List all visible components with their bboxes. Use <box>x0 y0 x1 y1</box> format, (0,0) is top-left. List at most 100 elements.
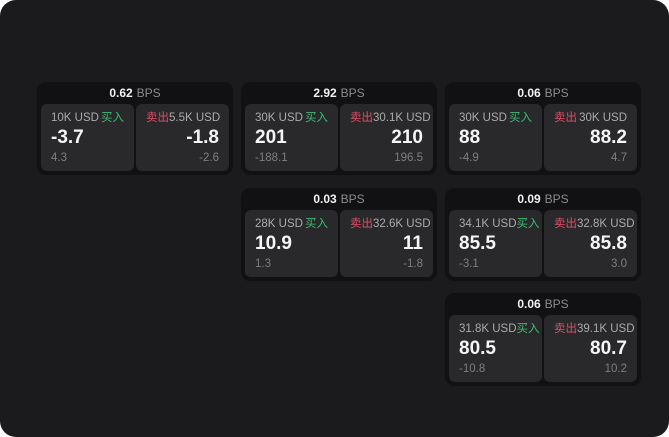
sell-panel-header: 卖出 32.6K USD <box>350 217 431 231</box>
buy-panel-header: 30K USD 买入 <box>255 111 328 125</box>
buy-notional-label: 28K USD <box>255 218 303 230</box>
buy-price-value: -3.7 <box>51 127 84 148</box>
quote-panels: 34.1K USD 买入 85.5 -3.1 卖出 32.8K USD 85.8… <box>445 210 641 281</box>
quote-card: 0.06 BPS 31.8K USD 买入 80.5 -10.8 卖出 39.1… <box>445 293 641 386</box>
bps-value: 0.62 <box>109 86 133 100</box>
buy-badge: 买入 <box>305 112 328 124</box>
buy-price-value: 85.5 <box>459 233 496 254</box>
buy-badge: 买入 <box>509 112 532 124</box>
card-header: 0.06 BPS <box>445 293 641 315</box>
buy-badge: 买入 <box>516 218 540 230</box>
buy-badge: 买入 <box>516 323 540 335</box>
bps-value: 0.06 <box>517 86 541 100</box>
quote-panels: 30K USD 买入 201 -188.1 卖出 30.1K USD 210 1… <box>241 104 437 175</box>
buy-panel[interactable]: 30K USD 买入 88 -4.9 <box>449 104 542 171</box>
buy-panel-header: 30K USD 买入 <box>459 111 532 125</box>
bps-unit-label: BPS <box>544 297 569 311</box>
bps-unit-label: BPS <box>340 192 365 206</box>
buy-notional-label: 30K USD <box>459 112 507 124</box>
sell-change-value: 4.7 <box>611 152 627 164</box>
sell-notional-label: 32.6K USD <box>373 218 431 230</box>
bps-value: 2.92 <box>313 86 337 100</box>
buy-panel-header: 31.8K USD 买入 <box>459 322 540 336</box>
sell-price-value: 11 <box>402 233 423 254</box>
buy-price-value: 88 <box>459 127 481 148</box>
card-header: 2.92 BPS <box>241 82 437 104</box>
buy-change-value: -3.1 <box>459 258 479 270</box>
sell-notional-label: 39.1K USD <box>577 323 635 335</box>
quote-card: 0.09 BPS 34.1K USD 买入 85.5 -3.1 卖出 32.8K… <box>445 188 641 281</box>
buy-notional-label: 31.8K USD <box>459 323 517 335</box>
buy-notional-label: 30K USD <box>255 112 303 124</box>
buy-price-value: 10.9 <box>255 233 292 254</box>
quote-card: 2.92 BPS 30K USD 买入 201 -188.1 卖出 30.1K … <box>241 82 437 175</box>
sell-panel[interactable]: 卖出 32.6K USD 11 -1.8 <box>340 210 433 277</box>
sell-badge: 卖出 <box>554 218 577 230</box>
buy-change-value: -4.9 <box>459 152 479 164</box>
card-header: 0.09 BPS <box>445 188 641 210</box>
sell-panel-header: 卖出 5.5K USD <box>146 111 221 125</box>
buy-notional-label: 10K USD <box>51 112 99 124</box>
bps-value: 0.06 <box>517 297 541 311</box>
sell-panel-header: 卖出 32.8K USD <box>554 217 635 231</box>
card-header: 0.06 BPS <box>445 82 641 104</box>
buy-panel[interactable]: 34.1K USD 买入 85.5 -3.1 <box>449 210 542 277</box>
buy-panel-header: 34.1K USD 买入 <box>459 217 540 231</box>
sell-notional-label: 32.8K USD <box>577 218 635 230</box>
quote-panels: 28K USD 买入 10.9 1.3 卖出 32.6K USD 11 -1.8 <box>241 210 437 281</box>
sell-price-value: 210 <box>391 127 423 148</box>
sell-badge: 卖出 <box>554 112 577 124</box>
buy-panel[interactable]: 10K USD 买入 -3.7 4.3 <box>41 104 134 171</box>
bps-unit-label: BPS <box>340 86 365 100</box>
buy-panel[interactable]: 30K USD 买入 201 -188.1 <box>245 104 338 171</box>
buy-change-value: 1.3 <box>255 258 271 270</box>
sell-price-value: 80.7 <box>590 338 627 359</box>
buy-badge: 买入 <box>101 112 124 124</box>
sell-price-value: 88.2 <box>590 127 627 148</box>
sell-badge: 卖出 <box>554 323 577 335</box>
bps-value: 0.09 <box>517 192 541 206</box>
sell-change-value: -1.8 <box>403 258 423 270</box>
sell-panel-header: 卖出 39.1K USD <box>554 322 635 336</box>
sell-panel[interactable]: 卖出 32.8K USD 85.8 3.0 <box>544 210 637 277</box>
sell-badge: 卖出 <box>146 112 169 124</box>
bps-unit-label: BPS <box>544 192 569 206</box>
buy-change-value: -188.1 <box>255 152 288 164</box>
sell-price-value: -1.8 <box>186 127 219 148</box>
sell-panel-header: 卖出 30.1K USD <box>350 111 431 125</box>
sell-notional-label: 5.5K USD <box>169 112 221 124</box>
bps-unit-label: BPS <box>136 86 161 100</box>
sell-change-value: 3.0 <box>611 258 627 270</box>
sell-panel[interactable]: 卖出 39.1K USD 80.7 10.2 <box>544 315 637 382</box>
sell-badge: 卖出 <box>350 112 373 124</box>
quote-panels: 31.8K USD 买入 80.5 -10.8 卖出 39.1K USD 80.… <box>445 315 641 386</box>
buy-panel-header: 28K USD 买入 <box>255 217 328 231</box>
buy-panel[interactable]: 31.8K USD 买入 80.5 -10.8 <box>449 315 542 382</box>
sell-price-value: 85.8 <box>590 233 627 254</box>
sell-notional-label: 30K USD <box>579 112 627 124</box>
card-header: 0.62 BPS <box>37 82 233 104</box>
buy-panel[interactable]: 28K USD 买入 10.9 1.3 <box>245 210 338 277</box>
sell-panel[interactable]: 卖出 30K USD 88.2 4.7 <box>544 104 637 171</box>
buy-price-value: 201 <box>255 127 287 148</box>
quote-panels: 10K USD 买入 -3.7 4.3 卖出 5.5K USD -1.8 -2.… <box>37 104 233 175</box>
quote-panels: 30K USD 买入 88 -4.9 卖出 30K USD 88.2 4.7 <box>445 104 641 175</box>
card-header: 0.03 BPS <box>241 188 437 210</box>
quote-card: 0.06 BPS 30K USD 买入 88 -4.9 卖出 30K USD 8… <box>445 82 641 175</box>
bps-unit-label: BPS <box>544 86 569 100</box>
sell-panel[interactable]: 卖出 30.1K USD 210 196.5 <box>340 104 433 171</box>
buy-change-value: 4.3 <box>51 152 67 164</box>
buy-change-value: -10.8 <box>459 363 486 375</box>
buy-price-value: 80.5 <box>459 338 496 359</box>
bps-value: 0.03 <box>313 192 337 206</box>
sell-change-value: 196.5 <box>394 152 423 164</box>
quote-card: 0.03 BPS 28K USD 买入 10.9 1.3 卖出 32.6K US… <box>241 188 437 281</box>
sell-panel-header: 卖出 30K USD <box>554 111 627 125</box>
buy-notional-label: 34.1K USD <box>459 218 517 230</box>
sell-badge: 卖出 <box>350 218 373 230</box>
buy-badge: 买入 <box>305 218 328 230</box>
sell-panel[interactable]: 卖出 5.5K USD -1.8 -2.6 <box>136 104 229 171</box>
buy-panel-header: 10K USD 买入 <box>51 111 124 125</box>
quote-card: 0.62 BPS 10K USD 买入 -3.7 4.3 卖出 5.5K USD… <box>37 82 233 175</box>
